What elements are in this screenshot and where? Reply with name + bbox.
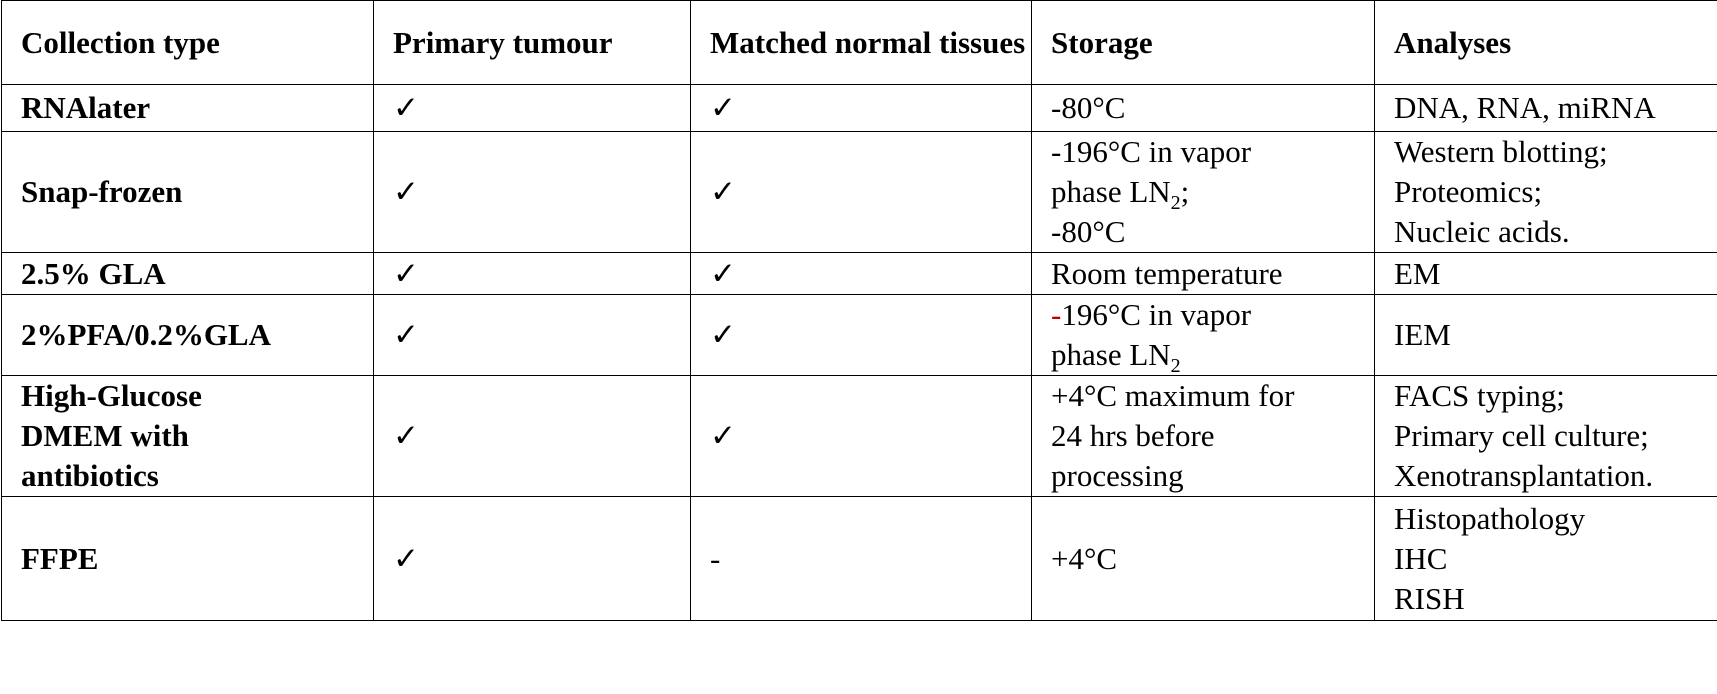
storage-text: +4°C maximum for	[1051, 378, 1295, 413]
storage-text: 24 hrs before	[1051, 418, 1215, 453]
storage-cell: +4°C	[1031, 496, 1375, 621]
analyses-text: DNA, RNA, miRNA	[1394, 90, 1656, 125]
primary-tumour-cell: ✓	[373, 252, 691, 295]
header-analyses: Analyses	[1374, 0, 1717, 85]
storage-text: phase LN2	[1051, 337, 1181, 376]
table-row: RNAlater ✓ ✓ -80°C DNA, RNA, miRNA	[1, 84, 1717, 132]
analyses-cell: FACS typing; Primary cell culture; Xenot…	[1374, 375, 1717, 497]
table-row: Snap-frozen ✓ ✓ -196°C in vapor phase LN…	[1, 131, 1717, 253]
primary-tumour-cell: ✓	[373, 131, 691, 253]
header-collection-type: Collection type	[1, 0, 374, 85]
check-mark-icon: ✓	[710, 255, 736, 291]
matched-normal-cell: ✓	[690, 252, 1032, 295]
analyses-text: Nucleic acids.	[1394, 214, 1570, 249]
storage-cell: Room temperature	[1031, 252, 1375, 295]
check-mark-icon: ✓	[393, 418, 419, 453]
header-primary-tumour: Primary tumour	[373, 0, 691, 85]
analyses-text: EM	[1394, 255, 1441, 291]
analyses-cell: Histopathology IHC RISH	[1374, 496, 1717, 621]
storage-cell: +4°C maximum for 24 hrs before processin…	[1031, 375, 1375, 497]
subscript-2: 2	[1170, 355, 1181, 376]
matched-normal-cell: ✓	[690, 131, 1032, 253]
collection-type-cell: Snap-frozen	[1, 131, 374, 253]
analyses-text: Primary cell culture;	[1394, 418, 1649, 453]
analyses-text: Histopathology	[1394, 500, 1586, 536]
analyses-text: RISH	[1394, 580, 1465, 616]
matched-normal-cell: -	[690, 496, 1032, 621]
table-row: High-Glucose DMEM with antibiotics ✓ ✓ +…	[1, 375, 1717, 497]
check-mark-icon: ✓	[710, 174, 736, 209]
check-mark-icon: ✓	[393, 540, 419, 576]
sample-collection-table: Collection type Primary tumour Matched n…	[1, 0, 1717, 621]
storage-text: +4°C	[1051, 540, 1118, 576]
primary-tumour-cell: ✓	[373, 84, 691, 132]
table-row: 2.5% GLA ✓ ✓ Room temperature EM	[1, 252, 1717, 295]
check-mark-icon: ✓	[393, 90, 419, 125]
storage-text: -196°C in vapor	[1051, 134, 1252, 169]
matched-normal-cell: ✓	[690, 375, 1032, 497]
header-storage: Storage	[1031, 0, 1375, 85]
analyses-text: Xenotransplantation.	[1394, 458, 1654, 493]
collection-type-text: RNAlater	[21, 90, 151, 125]
check-mark-icon: ✓	[393, 174, 419, 209]
matched-normal-cell: ✓	[690, 84, 1032, 132]
collection-type-cell: 2.5% GLA	[1, 252, 374, 295]
dash-mark: -	[710, 540, 721, 576]
storage-cell: -196°C in vapor phase LN2; -80°C	[1031, 131, 1375, 253]
analyses-cell: Western blotting; Proteomics; Nucleic ac…	[1374, 131, 1717, 253]
check-mark-icon: ✓	[393, 317, 419, 352]
storage-cell: -196°C in vapor phase LN2	[1031, 294, 1375, 376]
collection-type-cell: High-Glucose DMEM with antibiotics	[1, 375, 374, 497]
red-dash: -	[1051, 297, 1062, 332]
collection-type-cell: RNAlater	[1, 84, 374, 132]
storage-text: -80°C	[1051, 90, 1126, 125]
analyses-cell: EM	[1374, 252, 1717, 295]
check-mark-icon: ✓	[710, 90, 736, 125]
analyses-text: IHC	[1394, 540, 1448, 576]
check-mark-icon: ✓	[710, 317, 736, 352]
collection-type-text: 2.5% GLA	[21, 255, 166, 291]
collection-type-text: High-Glucose	[21, 378, 202, 413]
analyses-text: Proteomics;	[1394, 174, 1543, 209]
storage-text: -80°C	[1051, 214, 1126, 249]
matched-normal-cell: ✓	[690, 294, 1032, 376]
collection-type-text: DMEM with	[21, 418, 189, 453]
analyses-text: IEM	[1394, 317, 1451, 352]
analyses-cell: DNA, RNA, miRNA	[1374, 84, 1717, 132]
collection-type-text: Snap-frozen	[21, 174, 183, 209]
header-matched-normal-tissues: Matched normal tissues	[690, 0, 1032, 85]
primary-tumour-cell: ✓	[373, 375, 691, 497]
collection-type-cell: 2%PFA/0.2%GLA	[1, 294, 374, 376]
table-row: 2%PFA/0.2%GLA ✓ ✓ -196°C in vapor phase …	[1, 294, 1717, 376]
analyses-cell: IEM	[1374, 294, 1717, 376]
collection-type-cell: FFPE	[1, 496, 374, 621]
primary-tumour-cell: ✓	[373, 294, 691, 376]
collection-type-text: antibiotics	[21, 458, 159, 493]
check-mark-icon: ✓	[393, 255, 419, 291]
primary-tumour-cell: ✓	[373, 496, 691, 621]
table-row: FFPE ✓ - +4°C Histopathology IHC RISH	[1, 496, 1717, 621]
analyses-text: Western blotting;	[1394, 134, 1608, 169]
check-mark-icon: ✓	[710, 418, 736, 453]
storage-text: Room temperature	[1051, 255, 1283, 291]
collection-type-text: 2%PFA/0.2%GLA	[21, 317, 271, 352]
header-row: Collection type Primary tumour Matched n…	[1, 0, 1717, 85]
storage-text: phase LN2;	[1051, 174, 1190, 215]
storage-text: -196°C in vapor	[1051, 297, 1252, 332]
storage-text: processing	[1051, 458, 1184, 493]
analyses-text: FACS typing;	[1394, 378, 1565, 413]
subscript-2: 2	[1170, 192, 1181, 215]
collection-type-text: FFPE	[21, 540, 99, 576]
storage-cell: -80°C	[1031, 84, 1375, 132]
